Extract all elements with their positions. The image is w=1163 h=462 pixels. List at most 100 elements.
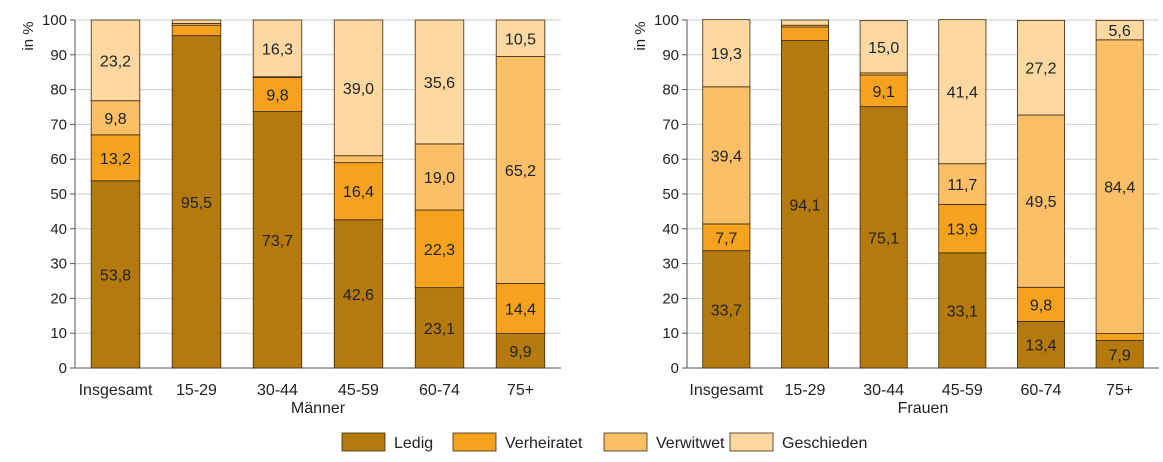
data-label: 49,5 bbox=[1025, 194, 1056, 211]
bar-segment-verheiratet bbox=[1095, 333, 1144, 341]
x-tick-label: 30-44 bbox=[863, 382, 904, 399]
bar-segment-verheiratet bbox=[781, 26, 830, 41]
legend: Ledig Verheiratet Verwitwet Geschieden bbox=[341, 432, 867, 452]
data-label: 16,3 bbox=[262, 41, 293, 58]
bar-segment-verheiratet bbox=[414, 209, 465, 289]
y-tick-label: 100 bbox=[42, 12, 67, 29]
data-label: 7,7 bbox=[715, 230, 737, 247]
data-label: 9,8 bbox=[1030, 297, 1052, 314]
legend-label-verheiratet: Verheiratet bbox=[505, 435, 583, 452]
y-tick-label: 10 bbox=[50, 325, 67, 342]
bar-segment-geschieden bbox=[171, 19, 222, 24]
bar-segment-geschieden bbox=[1095, 19, 1144, 41]
legend-swatch-verheiratet bbox=[452, 432, 497, 452]
y-axis-label: in % bbox=[632, 21, 649, 50]
chart-panel-maenner: 0 10 20 30 40 50 60 70 80 90 100 in % 53,8 13,2 9,8 23,… bbox=[20, 12, 561, 417]
y-tick-label: 70 bbox=[662, 116, 679, 133]
y-tick-label: 80 bbox=[50, 82, 67, 99]
y-tick-label: 30 bbox=[50, 256, 67, 273]
data-label: 23,2 bbox=[100, 53, 131, 70]
bar-segment-verwitwet bbox=[414, 143, 465, 211]
bar-segment-geschieden bbox=[781, 19, 830, 26]
data-label: 19,3 bbox=[711, 46, 742, 63]
data-label: 9,9 bbox=[509, 344, 531, 361]
y-tick-label: 20 bbox=[662, 290, 679, 307]
legend-label-verwitwet: Verwitwet bbox=[656, 435, 725, 452]
x-tick-label: 30-44 bbox=[257, 382, 298, 399]
data-label: 5,6 bbox=[1109, 23, 1131, 40]
bar-segment-verwitwet bbox=[702, 86, 751, 225]
y-tick-label: 50 bbox=[50, 186, 67, 203]
bar-segment-geschieden bbox=[333, 19, 384, 157]
data-label: 73,7 bbox=[262, 233, 293, 250]
bar-segment-ledig bbox=[859, 106, 908, 369]
data-label: 16,4 bbox=[343, 184, 374, 201]
y-tick-label: 40 bbox=[50, 221, 67, 238]
data-label: 39,0 bbox=[343, 81, 374, 98]
bar-segment-geschieden bbox=[90, 19, 141, 102]
x-tick-label: 45-59 bbox=[338, 382, 379, 399]
data-label: 84,4 bbox=[1104, 180, 1135, 197]
data-label: 9,8 bbox=[104, 111, 126, 128]
bar-segment-ledig bbox=[414, 287, 465, 369]
y-tick-label: 80 bbox=[662, 82, 679, 99]
y-tick-label: 0 bbox=[59, 360, 67, 377]
data-label: 13,2 bbox=[100, 151, 131, 168]
x-tick-label: Insgesamt bbox=[79, 382, 153, 399]
data-label: 13,9 bbox=[947, 222, 978, 239]
bar-segment-verwitwet bbox=[90, 100, 141, 136]
data-label: 33,7 bbox=[711, 302, 742, 319]
data-label: 42,6 bbox=[343, 287, 374, 304]
x-tick-label: Insgesamt bbox=[689, 382, 763, 399]
data-label: 22,3 bbox=[424, 242, 455, 259]
data-label: 95,5 bbox=[181, 195, 212, 212]
chart-panel-frauen: 0 10 20 30 40 50 60 70 80 90 100 in % 33,7 7,7 39,4 19,… bbox=[632, 12, 1159, 417]
bar-segment-ledig bbox=[938, 252, 987, 369]
bar-segment-ledig bbox=[781, 40, 830, 369]
x-tick-label: 15-29 bbox=[176, 382, 217, 399]
y-tick-label: 30 bbox=[662, 256, 679, 273]
y-tick-label: 20 bbox=[50, 290, 67, 307]
y-tick-label: 60 bbox=[50, 151, 67, 168]
bar-segment-geschieden bbox=[859, 20, 908, 74]
bar-segment-geschieden bbox=[702, 19, 751, 88]
y-axis-label: in % bbox=[20, 21, 37, 50]
y-tick-label: 90 bbox=[50, 47, 67, 64]
bar-segment-verheiratet bbox=[90, 134, 141, 182]
data-label: 27,2 bbox=[1025, 61, 1056, 78]
data-label: 39,4 bbox=[711, 148, 742, 165]
data-label: 9,8 bbox=[266, 87, 288, 104]
bar-segment-ledig bbox=[702, 250, 751, 369]
bar-segment-ledig bbox=[1095, 340, 1144, 369]
bar-segment-ledig bbox=[333, 219, 384, 369]
bar-segment-verheiratet bbox=[702, 223, 751, 252]
bar-segment-geschieden bbox=[938, 19, 987, 165]
data-label: 75,1 bbox=[868, 230, 899, 247]
data-label: 41,4 bbox=[947, 85, 978, 102]
data-label: 11,7 bbox=[947, 177, 977, 194]
data-label: 10,5 bbox=[505, 31, 536, 48]
bar-segment-verheiratet bbox=[252, 77, 303, 112]
x-tick-label: 15-29 bbox=[785, 382, 826, 399]
data-label: 65,2 bbox=[505, 163, 536, 180]
data-label: 23,1 bbox=[424, 321, 455, 338]
x-axis-label: Frauen bbox=[898, 400, 949, 417]
data-label: 19,0 bbox=[424, 170, 455, 187]
y-tick-label: 50 bbox=[662, 186, 679, 203]
data-label: 94,1 bbox=[789, 197, 820, 214]
legend-label-ledig: Ledig bbox=[394, 435, 433, 452]
y-tick-label: 40 bbox=[662, 221, 679, 238]
y-tick-label: 10 bbox=[662, 325, 679, 342]
bar-segment-geschieden bbox=[495, 19, 546, 57]
bar-segment-verheiratet bbox=[171, 24, 222, 37]
x-tick-label: 45-59 bbox=[942, 382, 983, 399]
data-label: 33,1 bbox=[947, 303, 978, 320]
x-axis-label: Männer bbox=[291, 400, 346, 417]
y-tick-label: 70 bbox=[50, 116, 67, 133]
data-label: 53,8 bbox=[100, 267, 131, 284]
data-label: 14,4 bbox=[505, 301, 536, 318]
data-label: 13,4 bbox=[1025, 338, 1056, 355]
bar-segment-geschieden bbox=[252, 19, 303, 78]
